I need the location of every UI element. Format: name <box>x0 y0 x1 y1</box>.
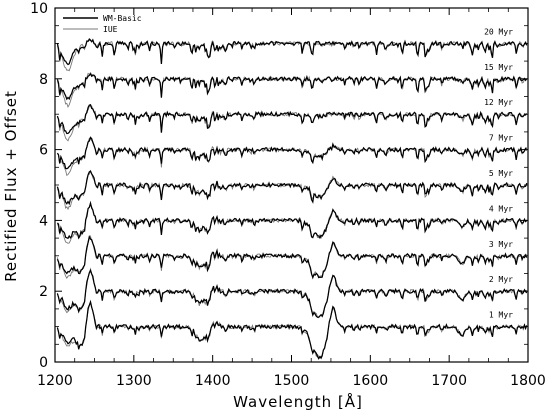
series-line-wm-basic-12-myr <box>56 104 528 135</box>
series-line-iue-15-myr <box>56 71 527 108</box>
series-line-wm-basic-4-myr <box>56 200 528 240</box>
x-axis-label: Wavelength [Å] <box>233 392 363 411</box>
x-tick-label: 1800 <box>510 373 546 389</box>
series-line-wm-basic-7-myr <box>56 136 527 170</box>
panel-label-2-myr: 2 Myr <box>489 275 513 284</box>
legend-label-wm-basic: WM-Basic <box>103 14 142 23</box>
x-tick-label: 1500 <box>274 373 310 389</box>
panel-label-4-myr: 4 Myr <box>489 204 513 213</box>
series-line-iue-5-myr <box>56 169 528 211</box>
y-tick-label: 2 <box>39 284 48 300</box>
panel-label-5-myr: 5 Myr <box>489 169 513 178</box>
legend-label-iue: IUE <box>103 25 118 34</box>
legend: WM-Basic IUE <box>63 14 142 34</box>
x-tick-label: 1300 <box>116 373 152 389</box>
panel-label-20-myr: 20 Myr <box>484 27 513 36</box>
panel-label-3-myr: 3 Myr <box>489 240 513 249</box>
axes: 1200 1300 1400 1500 1600 1700 1800 0 2 4 6 8 10 <box>30 1 546 389</box>
x-tick-label: 1400 <box>195 373 231 389</box>
series-line-wm-basic-2-myr <box>56 268 528 318</box>
x-tick-label: 1600 <box>353 373 389 389</box>
y-axis-label: Rectified Flux + Offset <box>2 90 20 282</box>
y-tick-label: 4 <box>39 213 48 229</box>
panel-label-7-myr: 7 Myr <box>489 134 513 143</box>
panel-label-12-myr: 12 Myr <box>484 98 513 107</box>
y-tick-label: 0 <box>39 355 48 371</box>
panel-label-15-myr: 15 Myr <box>484 63 513 72</box>
panel-label-1-myr: 1 Myr <box>489 311 513 320</box>
x-tick-label: 1700 <box>431 373 467 389</box>
series-line-wm-basic-1-myr <box>56 299 528 360</box>
x-tick-label: 1200 <box>37 373 73 389</box>
series-line-wm-basic-5-myr <box>56 170 528 206</box>
panel-labels: 1 Myr 2 Myr 3 Myr 4 Myr 5 Myr 7 Myr 12 Myr 15 M… <box>484 27 513 319</box>
series-line-iue-12-myr <box>57 105 527 142</box>
series-line-wm-basic-20-myr <box>56 38 528 66</box>
series-line-wm-basic-3-myr <box>56 234 528 280</box>
series-line-iue-7-myr <box>57 137 528 176</box>
y-tick-label: 6 <box>39 143 48 159</box>
series-line-wm-basic-15-myr <box>56 72 528 101</box>
y-tick-label: 10 <box>30 1 48 17</box>
y-tick-label: 8 <box>39 72 48 88</box>
series-layer <box>56 38 528 360</box>
